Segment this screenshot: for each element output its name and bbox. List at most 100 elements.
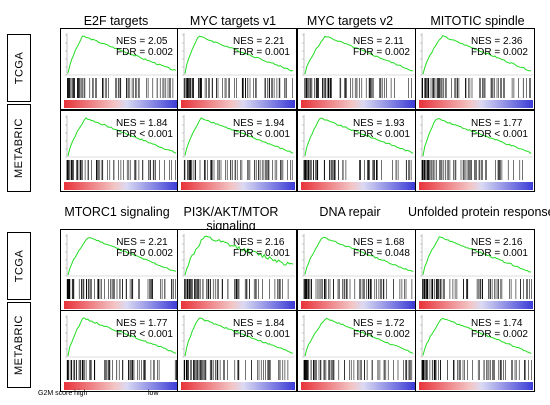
enrichment-curve: [422, 34, 532, 75]
stat-label: NES = 2.05 FDR = 0.002: [116, 36, 173, 58]
column-title: MYC targets v1: [189, 14, 277, 28]
nes-value: NES = 1.77: [471, 118, 523, 129]
gsea-plot: [301, 33, 415, 108]
gsea-panel: NES = 1.94 FDR < 0.001: [177, 110, 297, 192]
enrichment-curve: [67, 317, 177, 357]
fdr-value: FDR < 0.001: [353, 129, 410, 140]
fdr-value: FDR = 0.001: [471, 248, 528, 259]
enrichment-curve: [422, 117, 532, 157]
hit-lines: [303, 160, 412, 180]
hit-lines: [303, 279, 413, 299]
fdr-value: FDR = 0.002: [471, 329, 528, 340]
fdr-value: FDR = 0.002: [353, 47, 410, 58]
gsea-plot: [301, 115, 415, 190]
gsea-panel: NES = 2.16 FDR = 0.001: [177, 229, 297, 311]
nes-value: NES = 1.94: [233, 118, 285, 129]
gsea-plot: [301, 315, 415, 390]
nes-value: NES = 1.84: [116, 118, 168, 129]
enrichment-curve: [304, 117, 414, 156]
nes-value: NES = 2.16: [471, 237, 523, 248]
row-label-metabric: METABRIC: [7, 302, 31, 388]
gsea-panel: NES = 1.84 FDR < 0.001: [60, 110, 180, 192]
footer-low-label: low: [148, 390, 159, 397]
fdr-value: FDR = 0.002: [471, 47, 528, 58]
gsea-plot: [64, 234, 178, 309]
gsea-plot: [181, 115, 295, 190]
nes-value: NES = 1.84: [233, 318, 285, 329]
gsea-panel: NES = 1.68 FDR = 0.048: [297, 229, 417, 311]
enrichment-curve: [67, 117, 177, 157]
hit-lines: [421, 160, 523, 180]
ranked-list-bar: [301, 382, 415, 390]
enrichment-curve: [184, 317, 294, 357]
ranked-list-bar: [64, 100, 178, 108]
stat-label: NES = 1.93 FDR < 0.001: [353, 118, 410, 140]
nes-value: NES = 1.72: [353, 318, 405, 329]
ranked-list-bar: [181, 301, 295, 309]
stat-label: NES = 2.36 FDR = 0.002: [471, 36, 528, 58]
hit-lines: [421, 78, 531, 98]
ranked-list-bar: [419, 301, 533, 309]
stat-label: NES = 2.16 FDR = 0.001: [471, 237, 528, 259]
enrichment-curve: [422, 317, 532, 356]
gsea-plot: [301, 234, 415, 309]
gsea-panel: NES = 2.05 FDR = 0.002: [60, 28, 180, 110]
stat-label: NES = 2.21 FDR = 0.001: [233, 36, 290, 58]
gsea-panel: NES = 2.16 FDR = 0.001: [415, 229, 535, 311]
column-title: E2F targets: [83, 14, 149, 28]
enrichment-curve: [184, 235, 294, 276]
ranked-list-bar: [419, 100, 533, 108]
fdr-value: FDR 0 0.002: [116, 248, 173, 259]
hit-lines: [183, 78, 293, 98]
hit-lines: [67, 78, 174, 98]
stat-label: NES = 1.94 FDR < 0.001: [233, 118, 290, 140]
ranked-list-bar: [64, 301, 178, 309]
gsea-panel: NES = 2.36 FDR = 0.002: [415, 28, 535, 110]
gsea-panel: NES = 1.72 FDR = 0.002: [297, 310, 417, 392]
stat-label: NES = 1.68 FDR = 0.048: [353, 237, 410, 259]
fdr-value: FDR < 0.001: [233, 129, 290, 140]
fdr-value: FDR < 0.001: [116, 329, 173, 340]
column-title: Unfolded protein response: [408, 205, 550, 219]
gsea-panel: NES = 1.74 FDR = 0.002: [415, 310, 535, 392]
ranked-list-bar: [301, 301, 415, 309]
hit-lines: [303, 360, 413, 380]
ranked-list-bar: [301, 182, 415, 190]
gsea-panel: NES = 2.11 FDR = 0.002: [297, 28, 417, 110]
nes-value: NES = 2.36: [471, 36, 523, 47]
enrichment-curve: [304, 317, 414, 357]
enrichment-curve: [184, 35, 294, 74]
nes-value: NES = 2.21: [233, 36, 285, 47]
stat-label: NES = 1.84 FDR < 0.001: [233, 318, 290, 340]
ranked-list-bar: [419, 182, 533, 190]
nes-value: NES = 1.77: [116, 318, 168, 329]
stat-label: NES = 2.11 FDR = 0.002: [353, 36, 410, 58]
ranked-list-bar: [419, 382, 533, 390]
nes-value: NES = 2.05: [116, 36, 168, 47]
hit-lines: [183, 360, 289, 380]
gsea-panel: NES = 1.77 FDR < 0.001: [60, 310, 180, 392]
stat-label: NES = 2.21 FDR 0 0.002: [116, 237, 173, 259]
ranked-list-bar: [64, 382, 178, 390]
nes-value: NES = 1.93: [353, 118, 405, 129]
enrichment-curve: [184, 117, 294, 156]
stat-label: NES = 1.77 FDR < 0.001: [116, 318, 173, 340]
gsea-panel: NES = 2.21 FDR = 0.001: [177, 28, 297, 110]
ranked-list-bar: [181, 100, 295, 108]
ranked-list-bar: [181, 382, 295, 390]
ranked-list-bar: [301, 100, 415, 108]
enrichment-curve: [304, 35, 414, 75]
nes-value: NES = 1.74: [471, 318, 523, 329]
gsea-plot: [64, 115, 178, 190]
gsea-plot: [419, 115, 533, 190]
enrichment-curve: [422, 236, 532, 275]
enrichment-curve: [67, 237, 177, 276]
gsea-plot: [181, 33, 295, 108]
row-label-tcga: TCGA: [7, 34, 31, 102]
footer-high-label: G2M score high: [38, 390, 88, 397]
hit-lines: [66, 160, 176, 180]
hit-lines: [66, 360, 177, 380]
row-label-tcga: TCGA: [7, 232, 31, 300]
nes-value: NES = 2.21: [116, 237, 168, 248]
row-label-metabric: METABRIC: [7, 104, 31, 192]
